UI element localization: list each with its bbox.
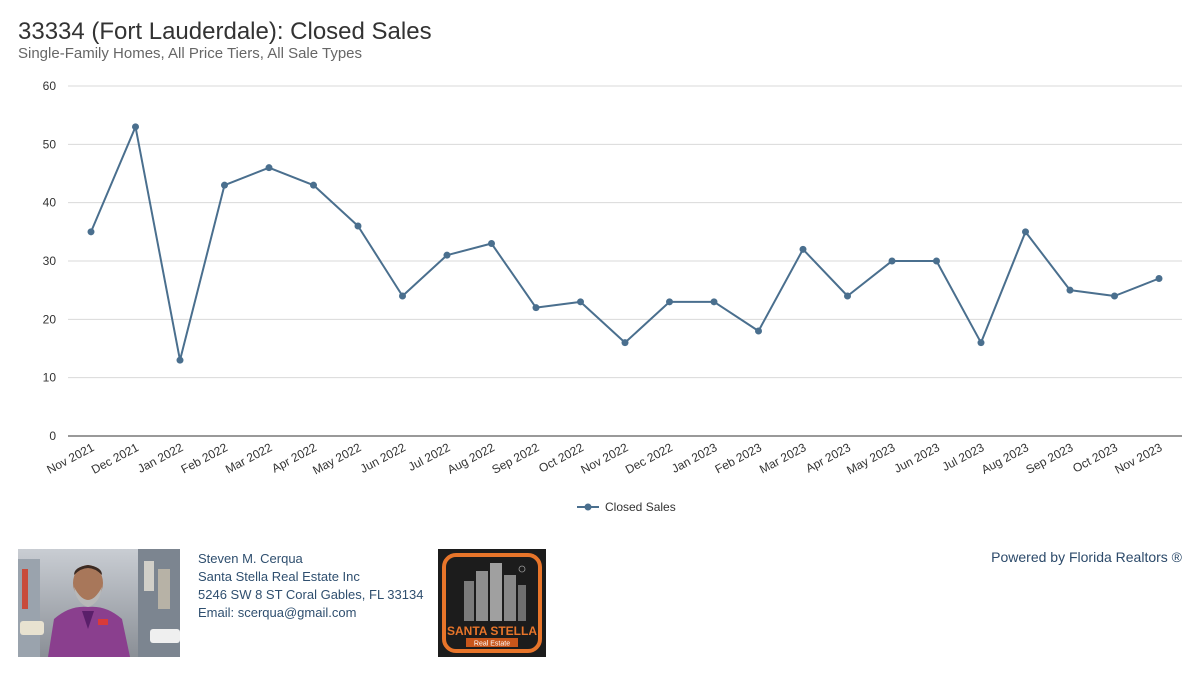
- x-tick-label: Jan 2023: [669, 440, 719, 476]
- contact-name: Steven M. Cerqua: [198, 551, 303, 566]
- data-point[interactable]: [977, 339, 985, 347]
- data-point[interactable]: [399, 292, 406, 300]
- data-point[interactable]: [799, 245, 807, 253]
- chart-title: 33334 (Fort Lauderdale): Closed Sales: [18, 18, 432, 45]
- x-tick-label: Jun 2022: [358, 440, 408, 476]
- x-tick-label: Dec 2021: [89, 440, 141, 477]
- contact-company: Santa Stella Real Estate Inc: [198, 569, 360, 584]
- y-tick-label: 0: [49, 429, 56, 443]
- data-point[interactable]: [1155, 275, 1163, 282]
- chart-subtitle: Single-Family Homes, All Price Tiers, Al…: [18, 45, 363, 62]
- data-point[interactable]: [265, 164, 273, 172]
- y-tick-label: 40: [43, 196, 57, 210]
- x-tick-label: Mar 2022: [223, 440, 275, 476]
- x-tick-label: Feb 2023: [713, 440, 765, 476]
- x-tick-label: Sep 2022: [489, 440, 541, 477]
- data-point[interactable]: [844, 292, 851, 300]
- data-point[interactable]: [310, 181, 317, 189]
- x-tick-label: Jul 2022: [406, 440, 453, 474]
- series-layer: [87, 123, 1163, 364]
- x-tick-label: Jul 2023: [940, 440, 987, 474]
- x-tick-label: Feb 2022: [179, 440, 231, 476]
- data-point[interactable]: [888, 257, 896, 265]
- logo-text-secondary: Real Estate: [474, 641, 510, 648]
- x-tick-label: Nov 2021: [44, 440, 96, 477]
- x-tick-label: Jun 2023: [892, 440, 942, 476]
- legend[interactable]: Closed Sales: [577, 500, 676, 514]
- data-point[interactable]: [87, 228, 95, 236]
- legend-marker: [584, 503, 592, 511]
- data-point[interactable]: [1022, 228, 1029, 236]
- gridlines: [68, 85, 1182, 379]
- x-tick-label: May 2023: [844, 440, 897, 477]
- x-tick-label: May 2022: [310, 440, 363, 477]
- santa-stella-logo: SANTA STELLA Real Estate: [438, 549, 546, 657]
- x-tick-label: Oct 2023: [1070, 440, 1120, 475]
- data-point[interactable]: [354, 222, 362, 230]
- legend-label-closed-sales: Closed Sales: [605, 500, 676, 514]
- y-tick-label: 20: [43, 312, 57, 326]
- logo-text-primary: SANTA STELLA: [447, 624, 537, 638]
- x-tick-label: Aug 2023: [979, 440, 1031, 477]
- data-point[interactable]: [176, 356, 184, 364]
- y-tick-label: 30: [43, 254, 57, 268]
- contact-email[interactable]: Email: scerqua@gmail.com: [198, 605, 357, 620]
- y-tick-label: 10: [43, 371, 57, 385]
- series-line-closed-sales: [90, 125, 1160, 362]
- x-tick-label: Apr 2023: [803, 440, 853, 475]
- data-point[interactable]: [443, 251, 451, 259]
- x-tick-label: Oct 2022: [536, 440, 586, 475]
- data-point[interactable]: [1066, 286, 1074, 294]
- y-axis-ticks: 0 10 20 30 40 50 60: [43, 79, 57, 443]
- data-point[interactable]: [621, 339, 629, 347]
- data-point[interactable]: [710, 298, 718, 306]
- x-tick-label: Nov 2022: [578, 440, 630, 477]
- data-point[interactable]: [1111, 292, 1118, 300]
- x-tick-label: Nov 2023: [1112, 440, 1164, 477]
- data-point[interactable]: [488, 240, 495, 247]
- x-tick-label: Aug 2022: [445, 440, 497, 477]
- data-point[interactable]: [132, 123, 139, 131]
- x-tick-label: Mar 2023: [757, 440, 809, 476]
- data-point[interactable]: [933, 257, 940, 265]
- data-point[interactable]: [221, 181, 228, 189]
- contact-address: 5246 SW 8 ST Coral Gables, FL 33134: [198, 587, 424, 602]
- x-tick-label: Sep 2023: [1023, 440, 1075, 477]
- x-tick-label: Apr 2022: [269, 440, 319, 475]
- y-tick-label: 50: [43, 137, 57, 151]
- y-tick-label: 60: [43, 79, 57, 93]
- x-tick-label: Jan 2022: [135, 440, 185, 476]
- powered-by-text: Powered by Florida Realtors ®: [991, 549, 1182, 565]
- agent-photo: [18, 549, 180, 657]
- data-point[interactable]: [577, 298, 584, 306]
- data-point[interactable]: [532, 304, 540, 312]
- data-point[interactable]: [755, 327, 762, 335]
- x-tick-label: Dec 2022: [623, 440, 675, 477]
- data-point[interactable]: [666, 298, 673, 306]
- contact-info: Steven M. Cerqua Santa Stella Real Estat…: [198, 550, 423, 622]
